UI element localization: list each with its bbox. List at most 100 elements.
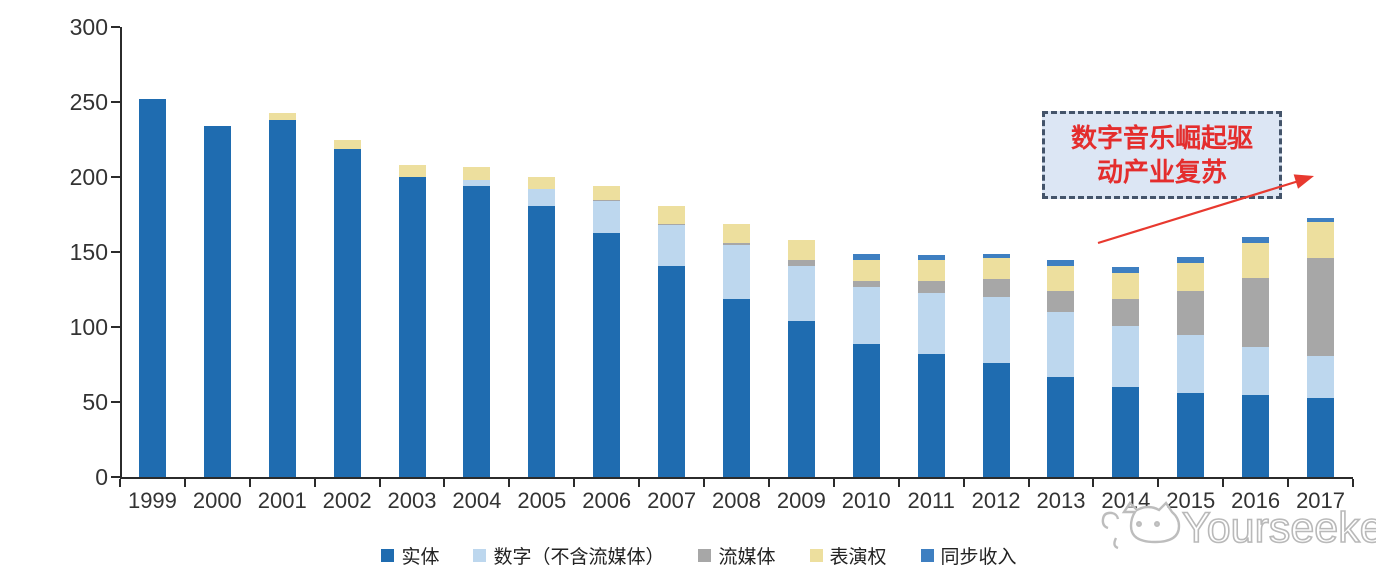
x-tick-mark (767, 479, 770, 487)
x-axis-label: 2008 (712, 488, 761, 513)
x-tick-mark (1287, 479, 1290, 487)
x-axis-label: 2016 (1231, 488, 1281, 513)
bar-segment-2013 (1047, 291, 1075, 312)
bar-segment-2008 (723, 244, 750, 299)
watermark: Yourseeker (1101, 501, 1376, 553)
bar-segment-2010 (852, 253, 880, 260)
x-tick-mark (638, 479, 641, 487)
annotation-line-1: 数字音乐崛起驱 (1070, 123, 1253, 153)
watermark-text: Yourseeker (1182, 504, 1376, 552)
bar-segment-2009 (787, 259, 815, 266)
legend-swatch-icon (381, 549, 395, 562)
bar-segment-2010 (852, 280, 880, 287)
x-tick-mark (183, 479, 186, 487)
bar-segment-2017 (1307, 217, 1335, 222)
x-tick-mark (573, 479, 576, 487)
bar-segment-2012 (982, 279, 1010, 297)
bar-segment-2011 (917, 354, 945, 477)
x-axis-label: 2000 (192, 488, 242, 513)
x-axis-label: 1999 (127, 488, 177, 513)
bar-segment-2010 (852, 259, 880, 281)
legend-label: 流媒体 (718, 547, 776, 568)
bar-segment-2003 (398, 177, 426, 477)
bar-segment-2016 (1242, 243, 1270, 278)
legend-swatch-icon (473, 549, 487, 562)
legend-item: 实体 (381, 542, 439, 569)
x-tick-mark (1157, 479, 1160, 487)
bar-segment-2016 (1242, 394, 1270, 477)
y-tick-mark (111, 326, 120, 328)
bar-segment-2003 (398, 165, 426, 177)
bar-segment-2012 (982, 363, 1010, 477)
bar-segment-2002 (333, 139, 361, 149)
x-axis-label: 2009 (776, 488, 826, 513)
x-tick-mark (832, 479, 835, 487)
bar-segment-2016 (1242, 237, 1270, 243)
bar-segment-2012 (982, 253, 1010, 258)
x-tick-mark (313, 479, 316, 487)
bar-segment-2015 (1177, 262, 1205, 291)
bar-segment-2010 (852, 343, 880, 477)
bar-segment-2009 (787, 265, 815, 321)
x-tick-mark (1352, 479, 1354, 487)
bar-segment-2011 (917, 259, 945, 281)
legend-item: 表演权 (809, 542, 887, 569)
bar-segment-2013 (1047, 312, 1075, 377)
x-tick-mark (897, 479, 900, 487)
x-axis-label: 2001 (257, 488, 307, 513)
bar-segment-2001 (268, 112, 296, 120)
bar-segment-2006 (593, 201, 621, 233)
annotation-arrow (1097, 174, 1314, 245)
y-tick-mark (111, 401, 120, 403)
bar-segment-2004 (463, 166, 491, 180)
legend-label: 同步收入 (940, 547, 1017, 568)
bar-segment-2014 (1112, 267, 1140, 273)
legend-label: 实体 (401, 547, 440, 568)
bar-segment-2007 (658, 265, 686, 477)
bar-segment-2012 (982, 297, 1010, 363)
bar-segment-2012 (982, 258, 1010, 279)
legend-item: 数字（不含流媒体） (473, 542, 664, 569)
bar-segment-2016 (1242, 277, 1270, 347)
y-axis-line (120, 27, 122, 479)
legend-item: 同步收入 (920, 542, 1017, 569)
x-tick-mark (1027, 479, 1030, 487)
bar-segment-2015 (1177, 291, 1205, 335)
legend-label: 数字（不含流媒体） (493, 547, 665, 568)
x-tick-mark (1222, 479, 1225, 487)
bar-segment-2005 (528, 177, 556, 189)
bar-segment-2005 (528, 205, 556, 477)
x-axis-line (120, 477, 1353, 479)
bar-segment-2008 (723, 298, 750, 477)
annotation-callout: 数字音乐崛起驱 动产业复苏 (1042, 111, 1282, 199)
bar-segment-2016 (1242, 346, 1270, 395)
bar-segment-2017 (1307, 397, 1335, 477)
y-tick-label: 300 (69, 14, 108, 40)
cat-logo-icon (1101, 501, 1181, 550)
bar-segment-2017 (1307, 258, 1335, 356)
bar-segment-2014 (1112, 298, 1140, 326)
y-tick-label: 50 (82, 389, 108, 415)
x-tick-mark (508, 479, 511, 487)
x-axis-label: 2005 (517, 488, 567, 513)
x-tick-mark (962, 479, 965, 487)
x-tick-mark (248, 479, 251, 487)
legend-swatch-icon (920, 549, 934, 562)
bar-segment-2013 (1047, 376, 1075, 477)
bar-segment-2007 (658, 223, 686, 225)
bar-segment-2004 (463, 180, 491, 186)
bar-segment-2015 (1177, 256, 1205, 263)
y-tick-label: 0 (95, 464, 108, 490)
y-tick-mark (111, 26, 120, 28)
legend-swatch-icon (698, 549, 712, 562)
legend: 实体 数字（不含流媒体） 流媒体 表演权 同步收入 (0, 542, 1398, 569)
bar-segment-2010 (852, 286, 880, 344)
y-tick-mark (111, 251, 120, 253)
bar-segment-2013 (1047, 259, 1075, 266)
bar-segment-1999 (138, 99, 166, 477)
bar-segment-2011 (917, 292, 945, 354)
x-tick-mark (119, 479, 121, 487)
bar-segment-2002 (333, 148, 361, 477)
x-axis-label: 2011 (907, 488, 955, 513)
